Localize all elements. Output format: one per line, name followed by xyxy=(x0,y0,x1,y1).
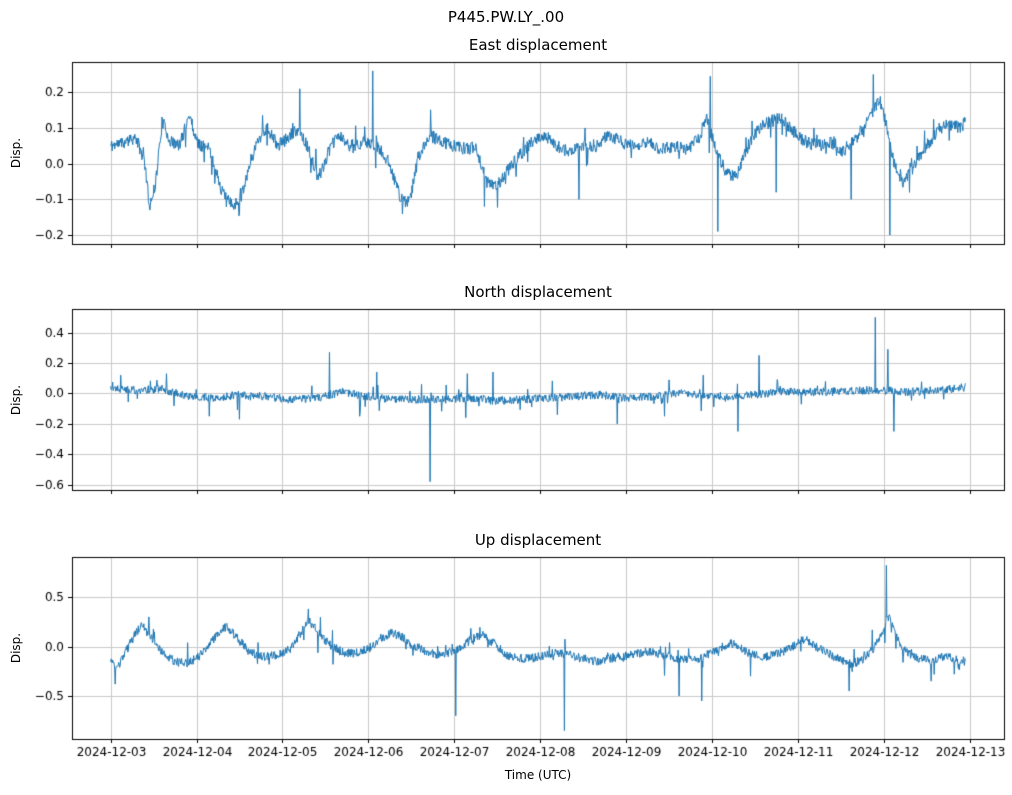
y-axis-label-up: Disp. xyxy=(9,632,23,664)
subplot-title-east: East displacement xyxy=(468,36,608,54)
subplot-title-up: Up displacement xyxy=(474,531,602,549)
x-axis-label: Time (UTC) xyxy=(504,768,572,782)
subplot-title-north: North displacement xyxy=(464,283,612,301)
y-axis-label-east: Disp. xyxy=(9,137,23,169)
figure-title: P445.PW.LY_.00 xyxy=(447,8,565,26)
y-axis-label-north: Disp. xyxy=(9,384,23,416)
